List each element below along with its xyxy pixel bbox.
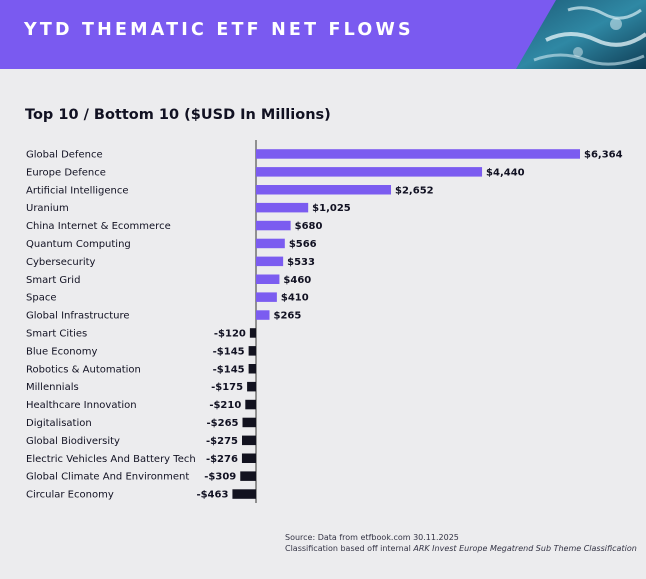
value-label: $1,025 [312, 203, 351, 214]
category-label: Digitalisation [26, 418, 92, 429]
category-label: Global Infrastructure [26, 311, 130, 322]
bar [232, 489, 256, 499]
value-label: -$210 [209, 400, 241, 411]
classification-prefix: Classification based off internal [285, 544, 414, 553]
bar [241, 453, 256, 463]
value-label: -$120 [214, 328, 246, 339]
value-label: -$276 [206, 454, 238, 465]
category-label: Healthcare Innovation [26, 400, 137, 411]
value-label: -$309 [204, 472, 236, 483]
bar [256, 185, 392, 195]
value-label: -$265 [207, 418, 239, 429]
value-label: -$145 [213, 346, 245, 357]
bar [249, 328, 256, 338]
bar [256, 220, 291, 231]
bar [240, 471, 256, 481]
value-label: $4,440 [486, 167, 525, 178]
value-label: $2,652 [395, 185, 434, 196]
bar [242, 417, 256, 428]
bar [256, 149, 580, 159]
bar [256, 167, 483, 177]
bar [256, 292, 277, 302]
value-label: $410 [281, 293, 309, 304]
value-label: -$145 [213, 364, 245, 375]
bar [241, 435, 256, 446]
bar [248, 364, 256, 374]
value-label: $566 [289, 239, 317, 250]
chart-title: Top 10 / Bottom 10 ($USD In Millions) [25, 107, 331, 123]
value-label: $680 [295, 221, 323, 232]
source-note: Source: Data from etfbook.com 30.11.2025… [285, 532, 637, 554]
ocean-wave-image [516, 0, 646, 69]
category-label: Smart Grid [26, 275, 80, 286]
bar [247, 381, 256, 392]
category-label: Circular Economy [26, 490, 114, 501]
category-label: Global Defence [26, 149, 103, 160]
category-label: Cybersecurity [26, 257, 96, 268]
bar [248, 346, 256, 356]
classification-name: ARK Invest Europe Megatrend Sub Theme Cl… [413, 544, 637, 553]
value-label: $265 [273, 311, 301, 322]
category-label: Space [26, 293, 56, 304]
category-label: Robotics & Automation [26, 364, 141, 375]
classification-line: Classification based off internal ARK In… [285, 543, 637, 554]
value-label: -$275 [206, 436, 238, 447]
page-title: YTD THEMATIC ETF NET FLOWS [24, 20, 414, 40]
value-label: -$463 [196, 490, 228, 501]
category-label: China Internet & Ecommerce [26, 221, 171, 232]
category-label: Electric Vehicles And Battery Tech [26, 454, 196, 465]
bar [256, 310, 270, 320]
source-line: Source: Data from etfbook.com 30.11.2025 [285, 533, 459, 542]
category-label: Quantum Computing [26, 239, 131, 250]
category-label: Global Climate And Environment [26, 472, 189, 483]
bar-chart: Global Defence $6,364 Europe Defence $4,440… [26, 140, 623, 503]
bar [256, 238, 285, 249]
header-banner: YTD THEMATIC ETF NET FLOWS [0, 0, 646, 69]
value-label: $533 [287, 257, 315, 268]
category-label: Europe Defence [26, 167, 106, 178]
category-label: Uranium [26, 203, 69, 214]
bar [245, 399, 256, 410]
bar [256, 256, 284, 267]
bar [256, 202, 309, 213]
category-label: Artificial Intelligence [26, 185, 129, 196]
value-label: $6,364 [584, 149, 623, 160]
bar [256, 274, 280, 284]
category-label: Blue Economy [26, 346, 97, 357]
category-label: Global Biodiversity [26, 436, 120, 447]
category-label: Smart Cities [26, 328, 87, 339]
value-label: $460 [283, 275, 311, 286]
value-label: -$175 [211, 382, 243, 393]
category-label: Millennials [26, 382, 79, 393]
